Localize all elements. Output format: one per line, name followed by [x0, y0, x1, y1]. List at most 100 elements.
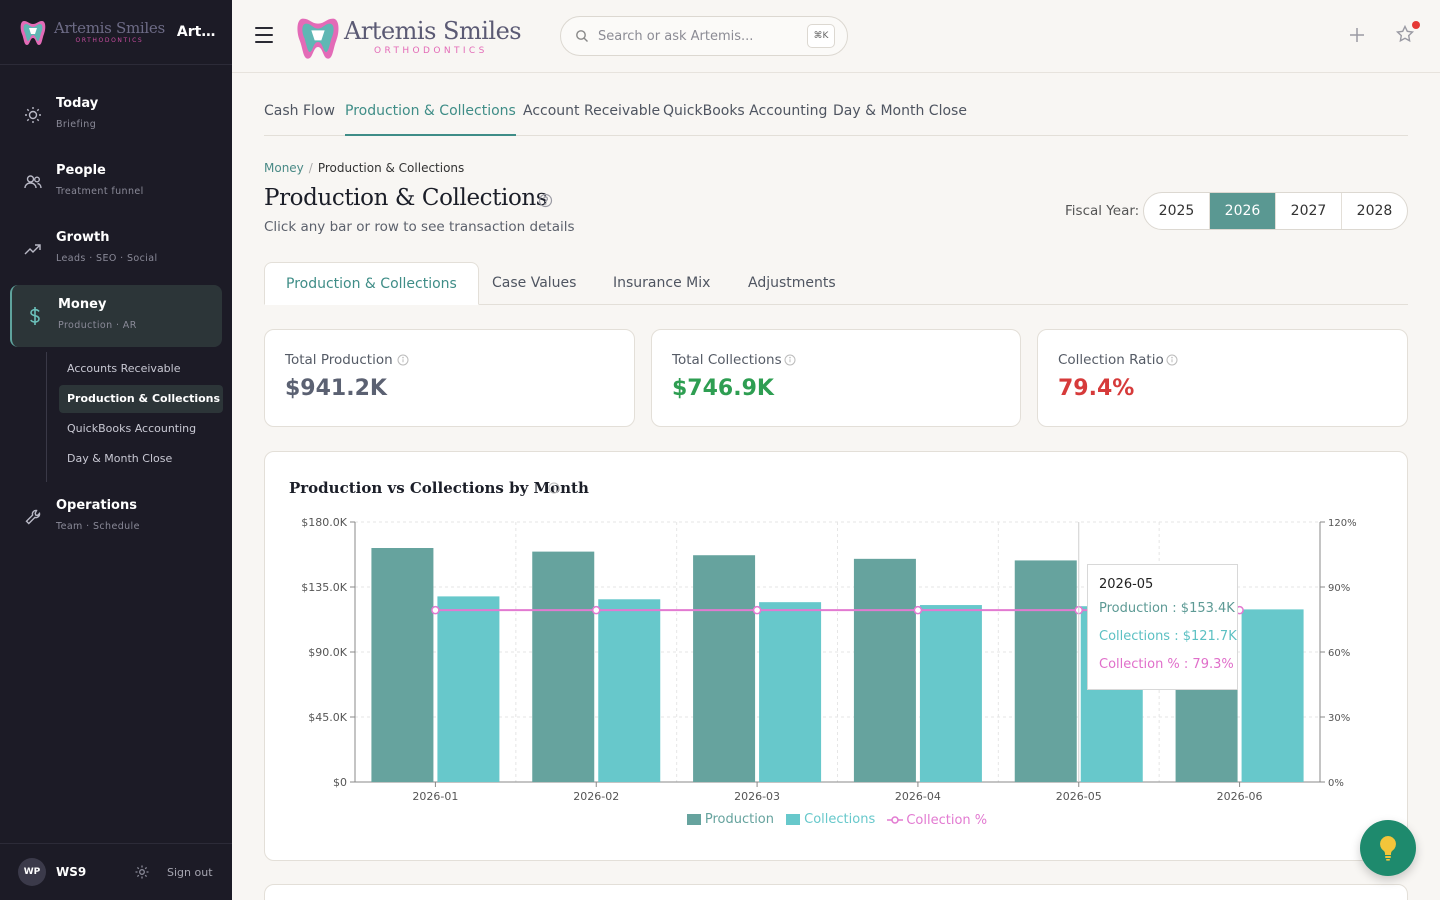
avatar[interactable]: WP	[18, 858, 46, 886]
legend-item-collection-ratio[interactable]: Collection %	[887, 813, 987, 828]
assistant-button[interactable]	[1360, 820, 1416, 876]
bar-production-2026-05	[1014, 560, 1077, 782]
sign-out-link[interactable]: Sign out	[167, 866, 213, 879]
tooltip-title: 2026-05	[1099, 577, 1154, 592]
subtab-production-collections[interactable]: Production & Collections	[264, 262, 479, 305]
tooltip-ratio: Collection % : 79.3%	[1099, 657, 1234, 672]
sidebar-item-growth[interactable]: Growth Leads · SEO · Social	[10, 218, 222, 280]
info-icon[interactable]	[548, 482, 560, 494]
breadcrumb-current: Production & Collections	[317, 161, 465, 175]
page-title: Production & Collections	[264, 185, 548, 211]
legend-item-collections[interactable]: Collections	[786, 812, 875, 827]
breadcrumb-money[interactable]: Money	[264, 161, 304, 175]
legend-item-production[interactable]: Production	[686, 812, 774, 827]
header-logo-sub: ORTHODONTICS	[374, 45, 488, 56]
bar-production-2026-02	[532, 551, 595, 782]
sidebar-item-today[interactable]: Today Briefing	[10, 84, 222, 146]
sidebar-item-sub: Production · AR	[58, 320, 137, 331]
kpi-card-total-collections[interactable]: Total Collections $746.9K	[651, 329, 1021, 427]
header-logo-name: Artemis Smiles	[344, 16, 522, 45]
sidebar: Artemis Smiles ORTHODONTICS Arte… Today …	[0, 0, 232, 900]
chart-title: Production vs Collections by Month	[289, 479, 589, 497]
kpi-card-total-production[interactable]: Total Production $941.2K	[264, 329, 635, 427]
y-left-tick-label: $90.0K	[308, 646, 347, 659]
bar-collections-2026-01	[437, 596, 500, 782]
header-logo[interactable]: Artemis Smiles ORTHODONTICS	[292, 12, 522, 62]
bar-collections-2026-03	[759, 602, 822, 782]
sidebar-item-title: Money	[58, 297, 107, 312]
production-collections-chart: $0 $45.0K $90.0K $135.0K $180.0K 0% 30% 60% 90% 1…	[301, 516, 1356, 803]
y-left-tick-label: $0	[333, 776, 347, 789]
tab-production-collections[interactable]: Production & Collections	[345, 103, 516, 136]
point-collection-ratio-2026-04	[913, 605, 923, 615]
fiscal-year-2025[interactable]: 2025	[1144, 193, 1210, 229]
search-icon	[576, 30, 588, 42]
top-tabs: Cash Flow Production & Collections Accou…	[264, 103, 1408, 136]
trend-up-icon	[24, 244, 41, 255]
gear-icon[interactable]	[134, 864, 150, 880]
sidebar-footer: WP WS9 Sign out	[0, 843, 232, 900]
subtab-case-values[interactable]: Case Values	[492, 275, 577, 291]
sidebar-logo-sub: ORTHODONTICS	[75, 36, 144, 44]
legend-label: Collections	[804, 812, 876, 827]
plus-icon[interactable]	[1347, 25, 1367, 45]
tab-cash-flow[interactable]: Cash Flow	[264, 103, 335, 119]
sidebar-item-money[interactable]: Money Production · AR	[10, 285, 222, 347]
chart-card: Production vs Collections by Month $0 $45…	[264, 451, 1408, 861]
tab-day-month-close[interactable]: Day & Month Close	[833, 103, 967, 119]
menu-icon[interactable]	[255, 27, 273, 43]
notification-dot	[1412, 21, 1420, 29]
legend-label: Production	[704, 812, 774, 827]
subnav-item-accounts-receivable[interactable]: Accounts Receivable	[67, 362, 181, 375]
fiscal-year-2028[interactable]: 2028	[1356, 203, 1393, 219]
subnav-item-quickbooks[interactable]: QuickBooks Accounting	[67, 422, 197, 435]
sidebar-logo[interactable]: Artemis Smiles ORTHODONTICS	[18, 17, 165, 47]
legend-swatch	[786, 814, 801, 825]
sidebar-item-sub: Leads · SEO · Social	[56, 253, 158, 264]
help-icon[interactable]	[538, 193, 553, 208]
subnav-item-production-collections[interactable]: Production & Collections	[59, 385, 223, 413]
x-tick-label: 2026-05	[1056, 790, 1102, 803]
sidebar-item-sub: Treatment funnel	[56, 186, 144, 197]
info-icon[interactable]	[397, 354, 409, 366]
subnav-item-day-month-close[interactable]: Day & Month Close	[67, 452, 173, 465]
info-icon[interactable]	[1166, 354, 1178, 366]
sidebar-item-title: Today	[56, 96, 99, 111]
lightbulb-icon	[1380, 836, 1396, 861]
subtab-insurance-mix[interactable]: Insurance Mix	[613, 275, 711, 291]
fiscal-year-2027[interactable]: 2027	[1276, 193, 1342, 229]
sidebar-brand: Artemis Smiles ORTHODONTICS Arte…	[0, 0, 232, 65]
search-input[interactable]: Search or ask Artemis... ⌘K	[560, 16, 848, 56]
x-tick-label: 2026-04	[895, 790, 941, 803]
sidebar-logo-name: Artemis Smiles	[54, 18, 165, 37]
next-card	[264, 884, 1408, 900]
sidebar-item-people[interactable]: People Treatment funnel	[10, 151, 222, 213]
sub-tabs: Production & Collections Case Values Ins…	[264, 262, 1408, 305]
legend-swatch	[686, 814, 701, 825]
tab-quickbooks-accounting[interactable]: QuickBooks Accounting	[663, 103, 828, 119]
legend-line-swatch	[887, 816, 904, 824]
tooltip-collections: Collections : $121.7K	[1099, 629, 1237, 644]
kpi-label: Collection Ratio	[1058, 352, 1164, 368]
subtab-adjustments[interactable]: Adjustments	[748, 275, 836, 291]
sidebar-item-operations[interactable]: Operations Team · Schedule	[10, 486, 222, 548]
page-subtitle: Click any bar or row to see transaction …	[264, 219, 575, 235]
kpi-value: $941.2K	[285, 376, 387, 401]
star-icon[interactable]	[1395, 24, 1415, 44]
people-icon	[24, 175, 42, 189]
kpi-card-collection-ratio[interactable]: Collection Ratio 79.4%	[1037, 329, 1408, 427]
dollar-icon	[30, 307, 40, 325]
sidebar-item-title: People	[56, 163, 106, 178]
info-icon[interactable]	[784, 354, 796, 366]
tab-account-receivable[interactable]: Account Receivable	[523, 103, 661, 119]
x-tick-label: 2026-06	[1217, 790, 1263, 803]
chart-legend: Production Collections Collection %	[265, 812, 1409, 829]
bar-collections-2026-06	[1241, 609, 1304, 782]
kpi-label: Total Production	[285, 352, 393, 368]
fiscal-year-2026[interactable]: 2026	[1210, 193, 1276, 229]
tooltip-production: Production : $153.4K	[1099, 601, 1235, 616]
bar-production-2026-01	[371, 548, 434, 782]
y-right-tick-label: 90%	[1328, 583, 1350, 594]
point-collection-ratio-2026-01	[431, 605, 440, 615]
y-right-tick-label: 0%	[1328, 778, 1344, 789]
